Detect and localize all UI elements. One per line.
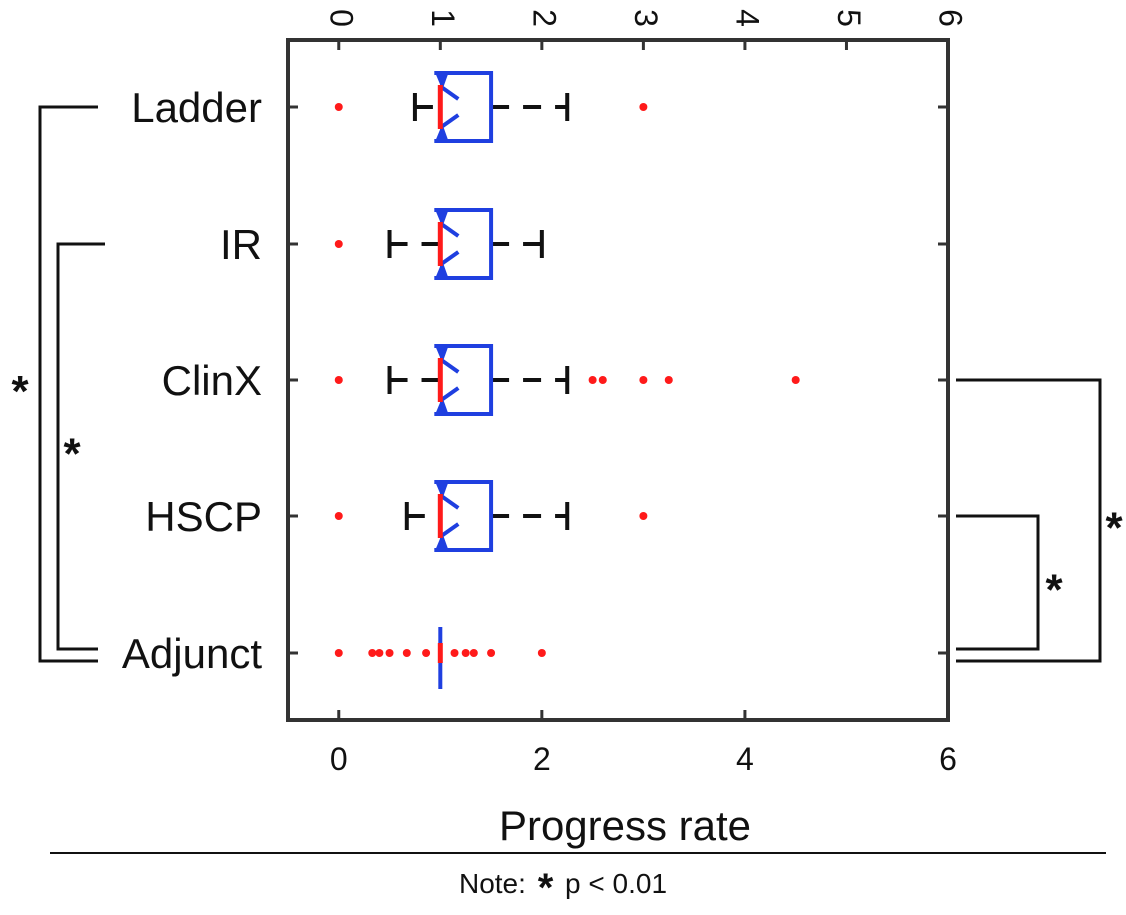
outlier-point	[450, 649, 459, 657]
x-tick-label-top: 5	[831, 9, 867, 27]
x-tick-label-bottom: 6	[939, 741, 957, 777]
note-divider	[50, 852, 1106, 854]
outlier-point	[664, 376, 673, 384]
outlier-point	[334, 376, 343, 384]
outlier-point	[402, 649, 411, 657]
x-tick-label-top: 4	[729, 9, 765, 27]
significance-brackets: * * * *	[11, 105, 1123, 663]
notch-marker-top	[435, 346, 446, 358]
box-body	[440, 208, 494, 280]
outlier-point	[461, 649, 470, 657]
box-group-ladder	[334, 71, 648, 143]
significance-star: *	[1045, 566, 1063, 615]
significance-star: *	[63, 430, 81, 479]
box-group-adjunct	[334, 627, 546, 689]
outlier-point	[469, 649, 478, 657]
significance-star: *	[1105, 504, 1123, 553]
significance-bracket-right	[956, 514, 1040, 651]
notch-marker-bottom	[435, 129, 446, 141]
outlier-point	[368, 649, 377, 657]
category-label: Adjunct	[122, 630, 262, 677]
significance-bracket-right	[956, 378, 1102, 663]
outlier-point	[791, 376, 800, 384]
notch-marker-top	[435, 482, 446, 494]
category-label: Ladder	[131, 84, 262, 131]
x-tick-label-bottom: 4	[736, 741, 754, 777]
outlier-point	[639, 376, 648, 384]
x-axis-label: Progress rate	[499, 802, 751, 849]
x-tick-label-top: 2	[526, 9, 562, 27]
category-label: ClinX	[162, 357, 262, 404]
significance-star: *	[11, 367, 29, 416]
outlier-point	[537, 649, 546, 657]
box-group-clinx	[334, 344, 800, 416]
x-tick-label-bottom: 2	[533, 741, 551, 777]
outlier-point	[334, 240, 343, 248]
outlier-point	[334, 103, 343, 111]
category-labels: Ladder IR ClinX HSCP Adjunct	[122, 84, 262, 677]
notch-marker-top	[435, 210, 446, 222]
outlier-point	[588, 376, 597, 384]
outlier-point	[639, 512, 648, 520]
note-star: *	[537, 866, 554, 910]
x-tick-label-top: 0	[323, 9, 359, 27]
box-body	[440, 480, 494, 552]
x-tick-label-top: 1	[425, 9, 461, 27]
significance-bracket-left	[38, 105, 98, 663]
outlier-point	[375, 649, 384, 657]
notch-marker-top	[435, 73, 446, 85]
axis-ticks: 0 2 4 6 0 1 2 3 4 5 6	[288, 9, 969, 777]
outlier-point	[385, 649, 394, 657]
plot-frame	[286, 38, 950, 722]
notch-marker-bottom	[435, 402, 446, 414]
outlier-point	[422, 649, 431, 657]
box-group-ir	[334, 208, 544, 280]
significance-note: Note: * p < 0.01	[0, 866, 1126, 911]
significance-bracket-left	[56, 242, 105, 651]
x-tick-label-bottom: 0	[330, 741, 348, 777]
x-tick-label-top: 3	[628, 9, 664, 27]
outlier-point	[639, 103, 648, 111]
category-label: IR	[220, 221, 262, 268]
box-body	[440, 344, 494, 416]
outlier-point	[598, 376, 607, 384]
category-label: HSCP	[145, 493, 262, 540]
box-group-hscp	[334, 480, 648, 552]
notch-marker-bottom	[435, 266, 446, 278]
notch-marker-bottom	[435, 538, 446, 550]
outlier-point	[487, 649, 496, 657]
outlier-point	[334, 512, 343, 520]
box-body	[440, 71, 494, 143]
x-tick-label-top: 6	[933, 9, 969, 27]
outlier-point	[334, 649, 343, 657]
note-text: p < 0.01	[565, 868, 668, 899]
box-series	[334, 71, 800, 689]
note-prefix: Note:	[458, 868, 526, 899]
